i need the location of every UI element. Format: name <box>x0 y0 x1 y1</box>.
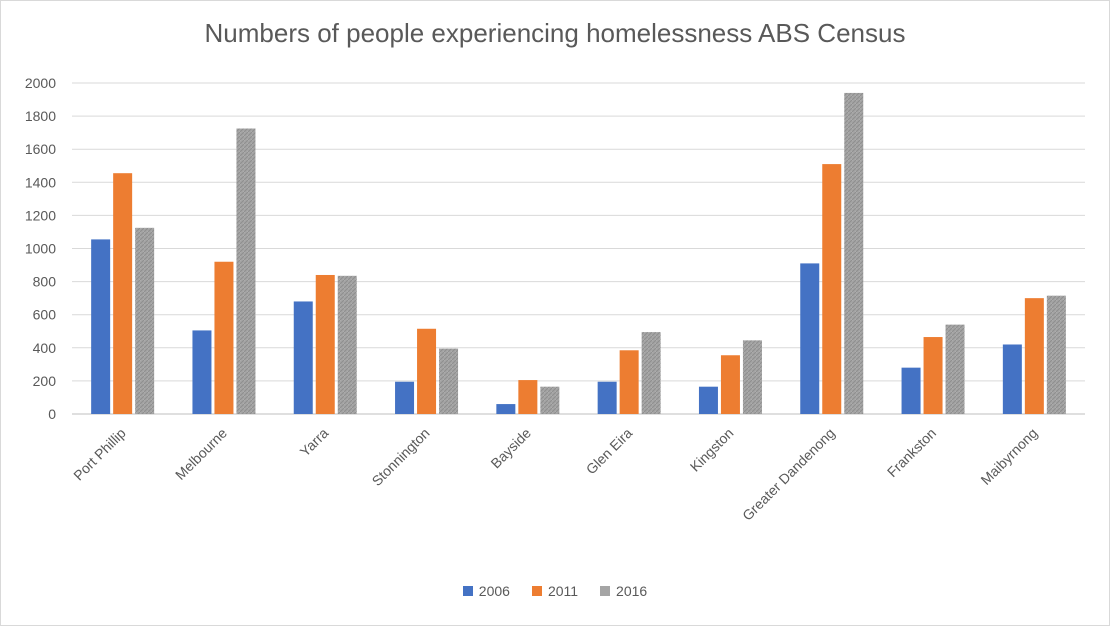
y-tick-label: 0 <box>48 406 56 422</box>
bar-2016 <box>641 332 661 414</box>
y-tick-label: 1600 <box>25 141 56 157</box>
legend: 2006 2011 2016 <box>0 583 1110 599</box>
bar-2016 <box>540 386 560 414</box>
chart-title: Numbers of people experiencing homelessn… <box>204 18 906 48</box>
legend-swatch <box>531 586 542 596</box>
bar-2016 <box>1046 295 1066 414</box>
x-tick-label: Yarra <box>297 425 332 460</box>
y-tick-label: 1000 <box>25 241 56 257</box>
legend-swatch <box>462 586 473 596</box>
bar-2016 <box>236 128 256 414</box>
x-tick-label: Glen Eira <box>583 425 636 478</box>
y-tick-label: 600 <box>33 307 57 323</box>
bar-2006 <box>91 239 111 414</box>
y-tick-label: 2000 <box>25 75 56 91</box>
bar-2006 <box>395 381 415 414</box>
y-tick-label: 1200 <box>25 207 56 223</box>
y-tick-label: 1400 <box>25 174 56 190</box>
bar-2011 <box>1024 298 1044 414</box>
x-tick-label: Bayside <box>487 425 534 472</box>
bar-2011 <box>720 355 740 414</box>
x-tick-label: Maibyrnong <box>977 425 1040 488</box>
legend-label: 2016 <box>616 583 648 599</box>
x-tick-label: Port Phillip <box>70 425 129 484</box>
bar-2011 <box>113 173 133 414</box>
legend-label: 2006 <box>478 583 510 599</box>
bar-2011 <box>619 350 639 414</box>
bar-2011 <box>518 380 538 414</box>
legend-item-2011: 2011 <box>531 583 579 599</box>
bar-2011 <box>822 164 842 414</box>
x-tick-label: Frankston <box>884 425 939 480</box>
x-tick-label: Kingston <box>687 425 737 475</box>
bar-2006 <box>698 386 718 414</box>
bar-2016 <box>439 348 459 414</box>
bar-2006 <box>597 381 617 414</box>
bar-2016 <box>742 340 762 414</box>
y-tick-label: 400 <box>33 340 57 356</box>
x-tick-label: Stonnington <box>369 425 433 489</box>
y-tick-label: 200 <box>33 373 57 389</box>
bar-2016 <box>945 324 965 414</box>
x-tick-label: Greater Dandenong <box>739 425 838 524</box>
bar-2011 <box>214 261 234 414</box>
bar-2006 <box>1002 344 1022 414</box>
bar-2016 <box>337 275 357 414</box>
bar-2016 <box>135 227 155 414</box>
bar-2006 <box>800 263 820 414</box>
bar-2011 <box>315 274 335 414</box>
bar-2011 <box>923 337 943 414</box>
bar-2006 <box>901 367 921 414</box>
y-tick-label: 800 <box>33 274 57 290</box>
y-tick-label: 1800 <box>25 108 56 124</box>
legend-label: 2011 <box>547 583 579 599</box>
legend-swatch <box>600 586 611 596</box>
bar-2016 <box>844 92 864 415</box>
bar-2011 <box>417 328 437 414</box>
x-tick-label: Melbourne <box>172 425 230 483</box>
legend-item-2016: 2016 <box>600 583 647 599</box>
bar-2006 <box>496 404 516 414</box>
bar-2006 <box>192 330 212 414</box>
legend-item-2006: 2006 <box>462 583 510 599</box>
bar-2006 <box>293 301 313 414</box>
